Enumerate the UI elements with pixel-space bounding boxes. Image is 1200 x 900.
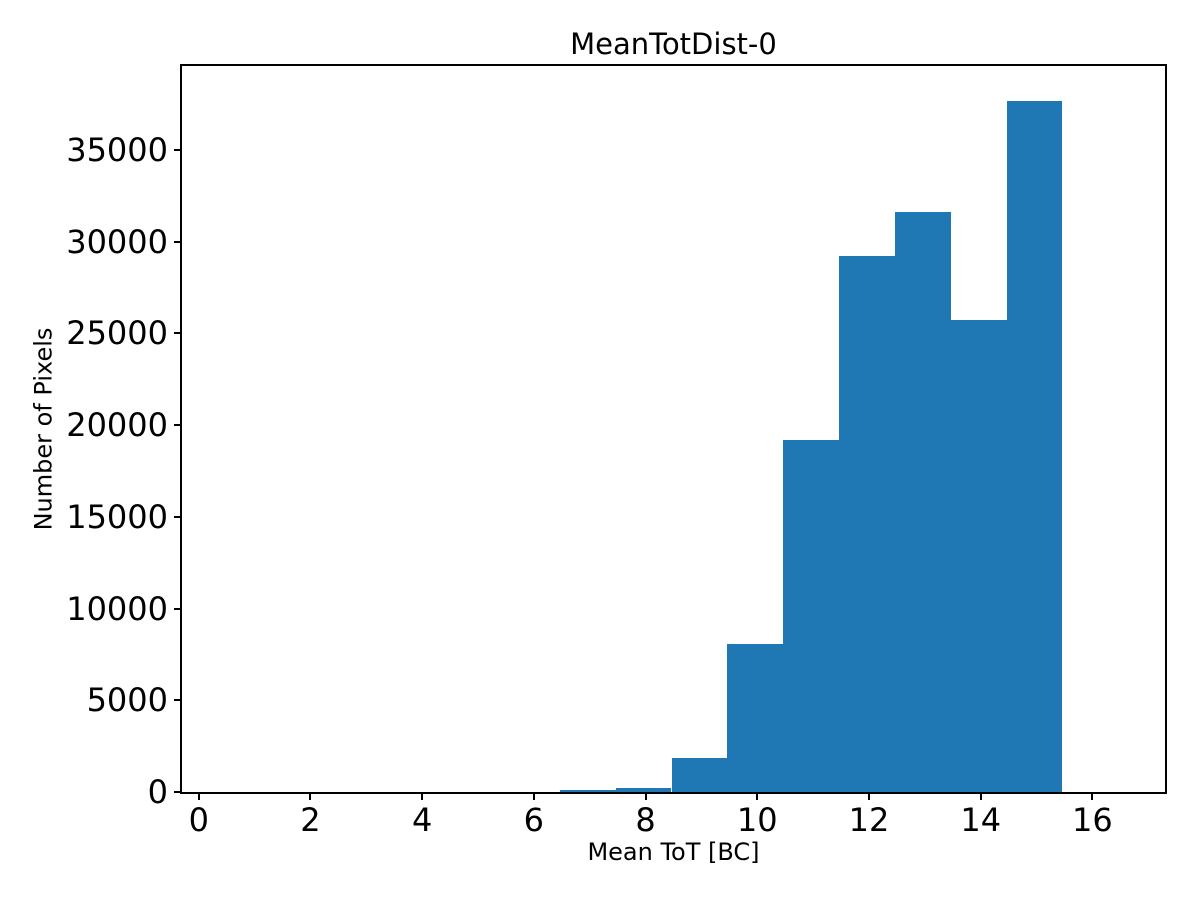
chart-title: MeanTotDist-0 [570,27,777,61]
histogram-bar [615,787,672,792]
y-tick-label: 5000 [86,681,168,720]
x-tick-mark [644,792,647,800]
x-tick-label: 10 [736,801,778,839]
y-tick-label: 30000 [66,222,168,261]
histogram-bar [559,789,616,792]
x-tick-mark [309,792,312,800]
x-tick-label: 16 [1072,801,1113,839]
y-tick-mark [174,515,182,518]
x-tick-label: 6 [523,801,545,839]
histogram-bar [727,644,784,792]
y-tick-label: 15000 [66,497,168,536]
y-tick-mark [174,699,182,702]
histogram-bar [950,319,1007,792]
histogram-bar [783,439,840,792]
y-tick-label: 10000 [66,589,168,628]
x-tick-label: 0 [188,801,209,839]
y-tick-label: 0 [147,773,168,811]
plot-area [180,64,1167,794]
x-tick-label: 8 [635,801,656,839]
y-tick-label: 20000 [66,406,168,445]
x-tick-label: 14 [960,801,1002,839]
x-tick-mark [421,792,424,800]
x-tick-mark [867,792,870,800]
x-axis-label: Mean ToT [BC] [587,838,760,866]
x-tick-mark [1091,792,1094,800]
x-tick-label: 4 [411,801,433,839]
y-axis-label: Number of Pixels [29,327,58,531]
y-tick-label: 25000 [66,314,168,353]
y-tick-mark [174,149,182,152]
y-tick-mark [174,332,182,335]
x-tick-label: 12 [848,801,890,839]
y-tick-mark [174,240,182,243]
histogram-bar [671,758,728,792]
x-tick-mark [979,792,982,800]
histogram-bar [1006,100,1063,792]
x-tick-mark [532,792,535,800]
histogram-bar [894,212,951,792]
y-tick-mark [174,791,182,793]
y-tick-label: 35000 [66,131,168,170]
x-tick-mark [197,792,200,800]
y-tick-mark [174,607,182,610]
x-tick-mark [756,792,759,800]
x-tick-label: 2 [300,801,321,839]
histogram-bar [839,255,895,792]
y-tick-mark [174,424,182,427]
